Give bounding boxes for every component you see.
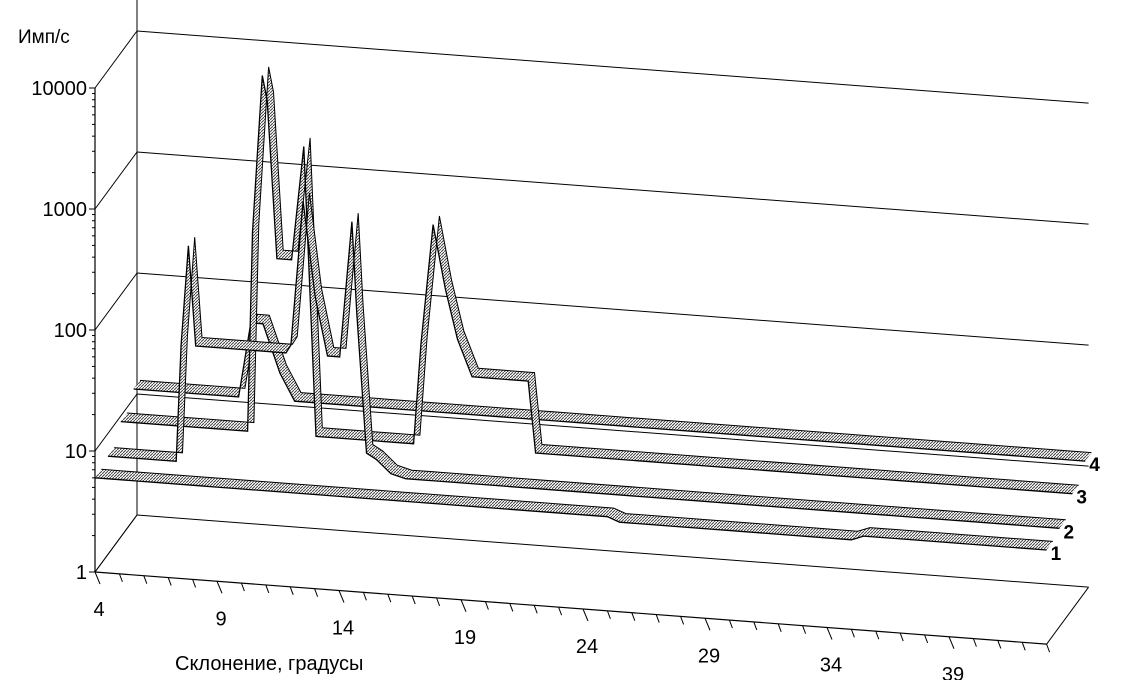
x-tick-minor [509,603,514,612]
x-tick-minor [411,595,416,605]
series-line-front [107,201,1060,529]
x-tick-label: 19 [454,627,476,649]
y-tick-label: 10 [65,441,87,463]
chart-gridlines [94,30,1089,588]
chart-labels: Имп/с Склонение, градусы [18,27,363,675]
x-axis-ticks: 4 9 14 19 24 29 34 39 [93,571,1051,680]
series-ribbon-fill [133,314,1092,462]
y-axis-label: Имп/с [18,27,70,48]
x-tick-minor [680,616,685,625]
x-tick-minor [558,606,563,616]
x-tick-minor [314,588,319,597]
x-tick-minor [728,619,733,629]
x-tick-minor [631,612,636,621]
floor-right-edge [1046,586,1090,645]
x-tick-label: 39 [942,664,964,680]
series-line-back [101,468,1053,542]
x-tick-minor [850,629,855,638]
x-tick-minor [118,573,123,583]
x-tick-minor [167,577,172,586]
x-axis-label: Склонение, градусы [175,653,363,675]
x-tick-minor [606,610,611,620]
x-tick-minor [143,575,148,584]
x-tick-label: 24 [576,636,598,658]
y-tick-label: 10000 [31,78,87,100]
x-tick-minor [777,623,782,632]
x-tick-minor [362,592,367,601]
x-tick-label: 34 [820,655,842,677]
x-tick-label: 14 [332,618,354,640]
x-tick-major [704,618,711,631]
x-tick-minor [924,634,929,644]
x-tick-minor [289,586,294,595]
x-tick-minor [997,640,1002,649]
gridline-back [136,272,1089,346]
x-tick-minor [192,579,197,588]
series-name-label: 1 [1051,544,1062,565]
x-tick-major [94,571,101,585]
series-ribbon-fill [95,469,1053,550]
front-bottom-axis [94,571,1047,645]
y-tick-label: 100 [54,320,87,342]
series-ribbon: 2 [107,192,1074,543]
y-tick-label: 1000 [43,199,88,221]
x-tick-minor [875,631,880,640]
x-tick-minor [1021,642,1026,651]
y-axis-ticks: 1 10 100 1000 10000 [31,78,95,584]
x-tick-major [948,636,955,649]
x-tick-minor [802,625,807,634]
gridline-back [136,514,1089,588]
gridline-side [94,272,138,331]
x-tick-label: 29 [698,645,720,667]
x-tick-minor [655,614,660,623]
series-name-label: 3 [1076,488,1087,509]
gridline-side [94,514,138,573]
x-tick-major [582,608,589,622]
x-tick-minor [265,584,270,594]
x-tick-major [826,627,833,640]
x-tick-minor [387,594,392,603]
x-tick-major [460,599,467,612]
x-tick-minor [899,632,904,642]
x-tick-minor [1046,643,1051,653]
gridline-side [94,30,138,89]
x-tick-minor [972,638,977,647]
gridline-back [136,151,1089,225]
gridline-side [94,393,138,452]
y-tick-label: 1 [76,562,87,584]
x-tick-minor [753,621,758,631]
series-name-label: 2 [1063,522,1074,543]
chart-frame [94,0,1090,645]
series-line-front [133,322,1086,462]
gridline-side [94,151,138,210]
x-tick-major [338,590,345,603]
x-tick-minor [533,605,538,614]
series-line-front [94,477,1047,551]
gridline-back [136,30,1089,104]
series-ribbon-fill [120,66,1079,494]
x-tick-minor [484,601,489,610]
x-tick-label: 9 [215,608,226,630]
x-tick-label: 4 [93,599,104,621]
x-tick-minor [240,582,245,592]
x-tick-major [216,581,223,594]
x-tick-minor [436,597,441,607]
series-line-front [120,75,1073,495]
series-name-label: 4 [1089,455,1100,476]
gridline-back [136,393,1089,467]
series-ribbon: 1 [94,468,1062,565]
